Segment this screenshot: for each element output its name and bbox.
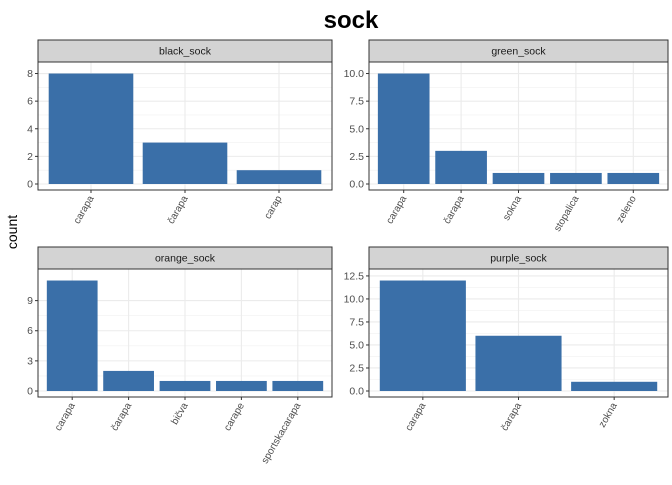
bar-carapa [379,280,466,391]
strip-label: purple_sock [490,253,547,265]
bar-sokna [492,172,545,184]
x-tick-label: sokna [501,194,524,223]
x-tick-label: carap [263,194,285,222]
y-tick-label: 7.5 [349,316,364,328]
y-tick-label: 12.5 [344,270,365,282]
y-tick-label: 2.5 [349,151,364,163]
x-tick-label: carapa [72,194,97,226]
y-tick-label: 0.0 [349,179,364,191]
y-tick-label: 9 [27,295,33,307]
y-tick-label: 6 [27,325,33,337]
facet-panels: black_sock 0 2 4 6 8 carapa čarapa carap green_so… [27,39,669,466]
x-tick-label: čarapa [166,194,191,226]
bar-sportskacarapa [272,380,324,391]
x-tick-label: zokna [597,401,620,430]
y-tick-label: 6 [27,96,33,108]
bar-zokna [571,381,658,391]
x-tick-label: carapa [53,401,78,433]
bar-zeleno [607,172,660,184]
x-tick-label: zeleno [615,194,639,225]
chart-title: sock [324,7,379,34]
y-tick-label: 10.0 [344,293,365,305]
bar-stopalica [550,172,602,184]
strip-label: black_sock [159,46,212,58]
facet-panel-orange_sock: orange_sock 0 3 6 9 carapa čarapa bičva carape sp… [27,246,333,466]
y-tick-label: 5.0 [349,123,364,135]
y-tick-label: 4 [27,123,33,135]
x-tick-label: stopalica [552,194,581,234]
y-tick-label: 0.0 [349,386,364,398]
x-tick-label: carapa [384,194,409,226]
bar-carap [236,170,322,184]
bar-carapa [48,73,134,184]
panel-border [368,268,669,398]
y-tick-label: 5.0 [349,339,364,351]
bar-čarapa [435,150,487,184]
panel-border [37,268,333,398]
y-tick-label: 0 [27,179,33,191]
x-tick-label: čarapa [499,401,524,433]
x-tick-label: čarapa [109,401,134,433]
bar-carapa [377,73,430,184]
bar-čarapa [142,142,228,184]
bar-čarapa [103,370,154,391]
y-tick-label: 3 [27,355,33,367]
y-tick-label: 0 [27,386,33,398]
x-tick-label: bičva [169,401,190,427]
strip-label: orange_sock [155,253,216,265]
x-tick-label: carapa [404,401,429,433]
bar-čarapa [475,335,562,391]
y-tick-label: 2 [27,151,33,163]
strip-label: green_sock [491,46,546,58]
y-tick-label: 7.5 [349,96,364,108]
facet-panel-black_sock: black_sock 0 2 4 6 8 carapa čarapa carap [27,39,333,226]
bar-carapa [46,280,98,391]
panel-border [368,61,669,191]
facet-panel-purple_sock: purple_sock 0.0 2.5 5.0 7.5 10.0 12.5 carapa čar… [344,246,669,433]
panel-border [37,61,333,191]
x-tick-label: sportskacarapa [260,401,304,466]
y-tick-label: 10.0 [344,68,365,80]
y-tick-label: 2.5 [349,362,364,374]
x-tick-label: carape [222,401,247,433]
y-tick-label: 8 [27,68,33,80]
y-axis-label: count [4,215,20,249]
facet-panel-green_sock: green_sock 0.0 2.5 5.0 7.5 10.0 carapa čarapa so… [344,39,669,234]
bar-carape [216,380,267,391]
bar-bičva [159,380,211,391]
x-tick-label: čarapa [442,194,467,226]
